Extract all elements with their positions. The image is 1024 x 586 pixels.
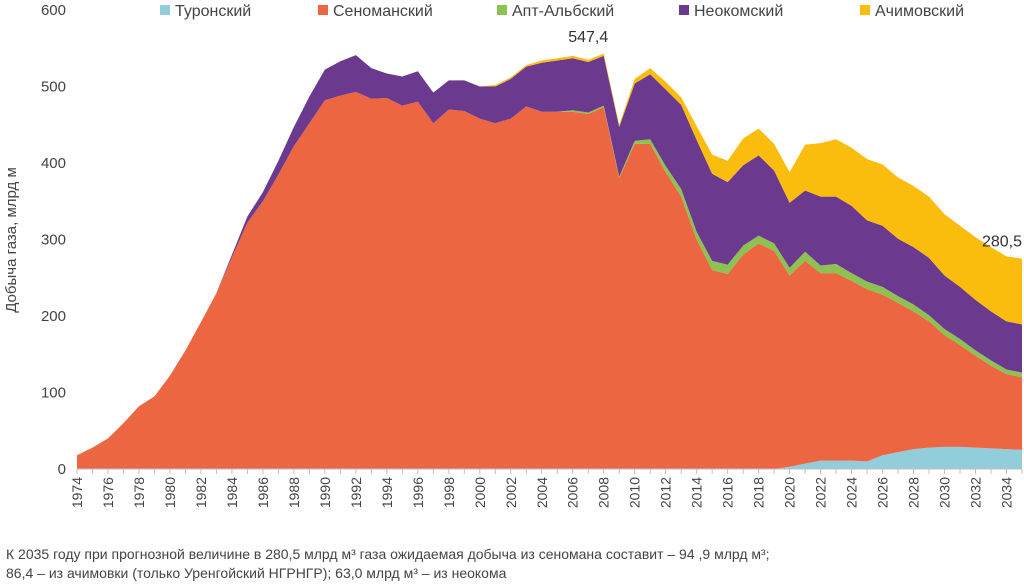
annotation-0: 547,4 <box>568 29 608 46</box>
chart-caption: К 2035 году при прогнозной величине в 28… <box>6 545 1016 583</box>
annotation-1: 280,5 <box>982 233 1022 250</box>
legend-swatch-4 <box>860 5 870 15</box>
x-tick-2012: 2012 <box>658 477 674 508</box>
x-tick-2030: 2030 <box>937 477 953 508</box>
y-tick-600: 600 <box>41 2 66 19</box>
area-3 <box>77 55 1022 456</box>
x-tick-1988: 1988 <box>286 477 302 508</box>
y-tick-400: 400 <box>41 155 66 172</box>
x-tick-2032: 2032 <box>968 477 984 508</box>
x-tick-2014: 2014 <box>689 477 705 508</box>
y-axis: 0 100 200 300 400 500 600 <box>41 2 66 478</box>
legend-label-2: Апт-Альбский <box>512 3 614 20</box>
x-tick-1986: 1986 <box>255 477 271 508</box>
x-tick-1996: 1996 <box>410 477 426 508</box>
x-tick-2026: 2026 <box>875 477 891 508</box>
legend-label-4: Ачимовский <box>875 3 964 20</box>
y-tick-200: 200 <box>41 308 66 325</box>
x-tick-2002: 2002 <box>503 477 519 508</box>
gas-production-chart: 0 100 200 300 400 500 600 1974 1976 1978 1980 1982… <box>3 2 1023 508</box>
x-tick-2010: 2010 <box>627 477 643 508</box>
x-tick-2034: 2034 <box>999 477 1015 508</box>
y-tick-300: 300 <box>41 232 66 249</box>
area-0 <box>77 446 1022 469</box>
x-tick-1980: 1980 <box>162 477 178 508</box>
x-tick-2028: 2028 <box>906 477 922 508</box>
x-tick-1992: 1992 <box>348 477 364 508</box>
x-tick-2018: 2018 <box>751 477 767 508</box>
x-tick-1990: 1990 <box>317 477 333 508</box>
x-tick-1974: 1974 <box>69 477 85 508</box>
x-tick-2008: 2008 <box>596 477 612 508</box>
x-tick-1998: 1998 <box>441 477 457 508</box>
caption-line-2: 86,4 – из ачимовки (только Уренгойский Н… <box>6 565 507 581</box>
x-tick-2016: 2016 <box>720 477 736 508</box>
x-tick-2024: 2024 <box>844 477 860 508</box>
x-tick-2000: 2000 <box>472 477 488 508</box>
annotations: 547,4 280,5 <box>568 29 1022 250</box>
x-tick-2022: 2022 <box>813 477 829 508</box>
y-axis-label: Добыча газа, млрд м <box>3 167 20 313</box>
x-tick-1994: 1994 <box>379 477 395 508</box>
legend-label-1: Сеноманский <box>333 3 433 20</box>
legend-label-0: Туронский <box>175 3 251 20</box>
x-tick-2020: 2020 <box>782 477 798 508</box>
legend-swatch-3 <box>679 5 689 15</box>
y-tick-0: 0 <box>58 461 66 478</box>
area-1 <box>77 91 1022 469</box>
x-tick-1984: 1984 <box>224 477 240 508</box>
y-tick-100: 100 <box>41 385 66 402</box>
legend-swatch-0 <box>160 5 170 15</box>
x-tick-1978: 1978 <box>131 477 147 508</box>
legend: Туронский Сеноманский Апт-Альбский Неокомск… <box>160 3 964 20</box>
caption-line-1: К 2035 году при прогнозной величине в 28… <box>6 546 770 562</box>
legend-swatch-1 <box>318 5 328 15</box>
stacked-areas <box>77 53 1022 469</box>
x-axis: 1974 1976 1978 1980 1982 1984 1986 1988 1990 1992… <box>69 468 1023 508</box>
x-tick-1982: 1982 <box>193 477 209 508</box>
y-tick-500: 500 <box>41 79 66 96</box>
x-tick-1976: 1976 <box>100 477 116 508</box>
x-tick-2004: 2004 <box>534 477 550 508</box>
x-tick-2006: 2006 <box>565 477 581 508</box>
legend-swatch-2 <box>497 5 507 15</box>
legend-label-3: Неокомский <box>694 3 783 20</box>
